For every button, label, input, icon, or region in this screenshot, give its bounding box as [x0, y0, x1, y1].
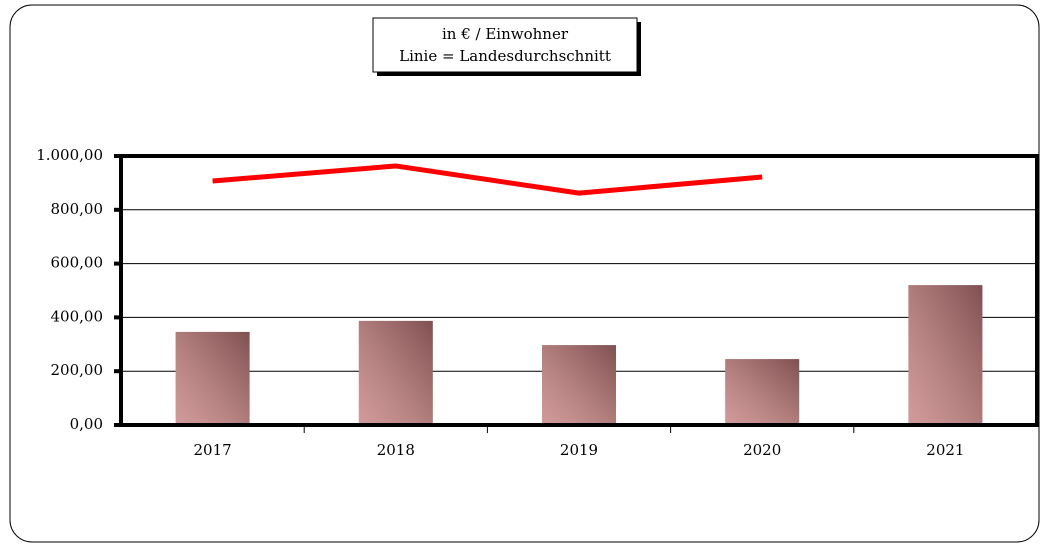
x-tick-label: 2017	[194, 441, 232, 459]
x-tick-label: 2018	[377, 441, 415, 459]
chart-frame	[9, 4, 1040, 543]
title-box	[372, 17, 638, 73]
y-tick-label: 800,00	[51, 200, 104, 218]
x-tick-label: 2021	[926, 441, 964, 459]
x-tick-label: 2019	[560, 441, 598, 459]
chart-title: in € / Einwohner	[442, 25, 569, 43]
average-line	[212, 163, 763, 196]
y-tick-label: 400,00	[51, 307, 104, 325]
bar-shade	[908, 285, 983, 425]
bar-shade	[358, 320, 433, 425]
y-tick-label: 0,00	[70, 415, 103, 433]
bar-shade	[175, 331, 250, 425]
chart-subtitle: Linie = Landesdurchschnitt	[399, 47, 611, 65]
plot-frame	[119, 154, 1039, 427]
y-tick-label: 200,00	[51, 361, 104, 379]
x-tick-label: 2020	[743, 441, 781, 459]
y-tick-label: 600,00	[51, 254, 104, 272]
y-tick-label: 1.000,00	[36, 146, 103, 164]
bar-shade	[725, 359, 800, 425]
bar-shade	[542, 345, 616, 425]
